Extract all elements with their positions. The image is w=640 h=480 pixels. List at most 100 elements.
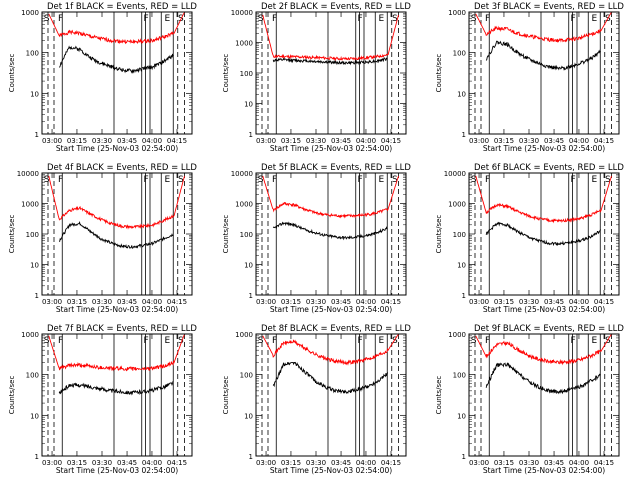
- flag-label: S: [605, 175, 611, 185]
- plot-title: Det 8f BLACK = Events, RED = LLD: [261, 324, 411, 334]
- y-tick-label: 1000: [448, 331, 466, 339]
- y-tick-label: 100: [26, 231, 39, 239]
- flag-label: F: [571, 175, 576, 185]
- x-axis-label: Start Time (25-Nov-03 02:54:00): [483, 466, 605, 475]
- x-tick-label: 03:00: [42, 459, 62, 467]
- y-tick-label: 100: [240, 231, 253, 239]
- x-tick-label: 03:45: [331, 137, 351, 145]
- y-axis-label: Counts/sec: [435, 376, 443, 415]
- x-tick-label: 04:00: [569, 137, 589, 145]
- y-tick-label: 10000: [444, 170, 466, 178]
- flag-label: S: [178, 336, 184, 346]
- flag-label: S: [44, 14, 50, 24]
- flag-label: E: [592, 336, 598, 346]
- x-axis-label: Start Time (25-Nov-03 02:54:00): [56, 144, 178, 153]
- y-tick-label: 10: [244, 101, 253, 109]
- lld-series-line: [48, 175, 185, 230]
- detector-plot-3: Det 3f BLACK = Events, RED = LLD 1 10 100 10…: [435, 2, 624, 153]
- events-series-line: [485, 40, 601, 71]
- y-axis-label: Counts/sec: [8, 215, 16, 254]
- y-tick-label: 1: [35, 453, 39, 461]
- x-tick-label: 03:45: [117, 137, 137, 145]
- y-axis-label: Counts/sec: [222, 215, 230, 254]
- lld-series-line: [475, 12, 612, 43]
- y-tick-label: 1000: [21, 9, 39, 17]
- flag-label: E: [379, 175, 385, 185]
- detector-plot-6: Det 6f BLACK = Events, RED = LLD 1 10 100 10…: [435, 163, 624, 314]
- y-tick-label: 100: [453, 231, 466, 239]
- x-tick-label: 04:15: [381, 459, 401, 467]
- y-tick-label: 10: [30, 90, 39, 98]
- events-series-line: [485, 362, 601, 395]
- x-axis-label: Start Time (25-Nov-03 02:54:00): [270, 144, 392, 153]
- y-axis-label: Counts/sec: [8, 54, 16, 93]
- y-tick-label: 1000: [448, 9, 466, 17]
- flag-label: F: [358, 336, 363, 346]
- x-tick-label: 03:45: [331, 459, 351, 467]
- y-tick-label: 1: [249, 453, 253, 461]
- plot-title: Det 1f BLACK = Events, RED = LLD: [47, 2, 197, 12]
- x-tick-label: 03:45: [117, 298, 137, 306]
- x-tick-label: 03:45: [117, 459, 137, 467]
- y-tick-label: 10000: [231, 170, 253, 178]
- x-tick-label: 04:00: [569, 298, 589, 306]
- y-tick-label: 10: [30, 412, 39, 420]
- y-tick-label: 10: [244, 412, 253, 420]
- x-tick-label: 04:15: [167, 298, 187, 306]
- y-axis-label: Counts/sec: [8, 376, 16, 415]
- x-tick-label: 03:30: [92, 459, 112, 467]
- y-tick-label: 100: [453, 50, 466, 58]
- events-series-line: [58, 380, 174, 396]
- y-tick-label: 100: [26, 50, 39, 58]
- x-tick-label: 03:15: [67, 137, 87, 145]
- flag-label: E: [379, 14, 385, 24]
- x-tick-label: 04:15: [381, 137, 401, 145]
- flag-label: F: [272, 336, 277, 346]
- flag-label: S: [258, 14, 264, 24]
- flag-label: S: [392, 336, 398, 346]
- flag-label: F: [485, 336, 490, 346]
- flag-label: F: [358, 175, 363, 185]
- x-tick-label: 03:15: [494, 137, 514, 145]
- flag-label: S: [471, 14, 477, 24]
- y-tick-label: 1000: [21, 201, 39, 209]
- y-tick-label: 100: [26, 372, 39, 380]
- x-tick-label: 03:30: [519, 459, 539, 467]
- y-tick-label: 10: [457, 412, 466, 420]
- x-tick-label: 03:30: [92, 137, 112, 145]
- flag-label: S: [44, 336, 50, 346]
- y-axis-label: Counts/sec: [435, 54, 443, 93]
- x-tick-label: 04:00: [142, 298, 162, 306]
- y-tick-label: 1: [35, 131, 39, 139]
- detector-plot-1: Det 1f BLACK = Events, RED = LLD 1 10 100 10…: [8, 2, 197, 153]
- plot-title: Det 2f BLACK = Events, RED = LLD: [261, 2, 411, 12]
- events-series-line: [59, 45, 174, 74]
- flag-label: S: [471, 175, 477, 185]
- flag-label: S: [258, 336, 264, 346]
- y-tick-label: 1: [462, 292, 466, 300]
- x-tick-label: 04:00: [356, 137, 376, 145]
- y-tick-label: 100: [453, 372, 466, 380]
- x-axis-label: Start Time (25-Nov-03 02:54:00): [483, 144, 605, 153]
- x-tick-label: 03:00: [256, 137, 276, 145]
- x-tick-label: 03:45: [544, 459, 564, 467]
- x-tick-label: 04:15: [594, 298, 614, 306]
- detector-plot-4: Det 4f BLACK = Events, RED = LLD 1 10 100 10…: [8, 163, 197, 314]
- y-tick-label: 1000: [235, 201, 253, 209]
- y-tick-label: 10: [244, 262, 253, 270]
- events-series-line: [272, 221, 388, 241]
- flag-label: S: [605, 336, 611, 346]
- x-tick-label: 04:00: [142, 459, 162, 467]
- x-tick-label: 03:15: [67, 298, 87, 306]
- flag-label: F: [571, 336, 576, 346]
- flag-label: E: [592, 14, 598, 24]
- detector-plot-7: Det 7f BLACK = Events, RED = LLD 1 10 100 10…: [8, 324, 197, 475]
- x-tick-label: 03:30: [519, 298, 539, 306]
- x-tick-label: 03:15: [281, 137, 301, 145]
- flag-label: E: [379, 336, 385, 346]
- y-tick-label: 10: [457, 262, 466, 270]
- x-tick-label: 03:30: [306, 459, 326, 467]
- detector-plot-8: Det 8f BLACK = Events, RED = LLD 1 10 100 10…: [222, 324, 411, 475]
- flag-label: F: [358, 14, 363, 24]
